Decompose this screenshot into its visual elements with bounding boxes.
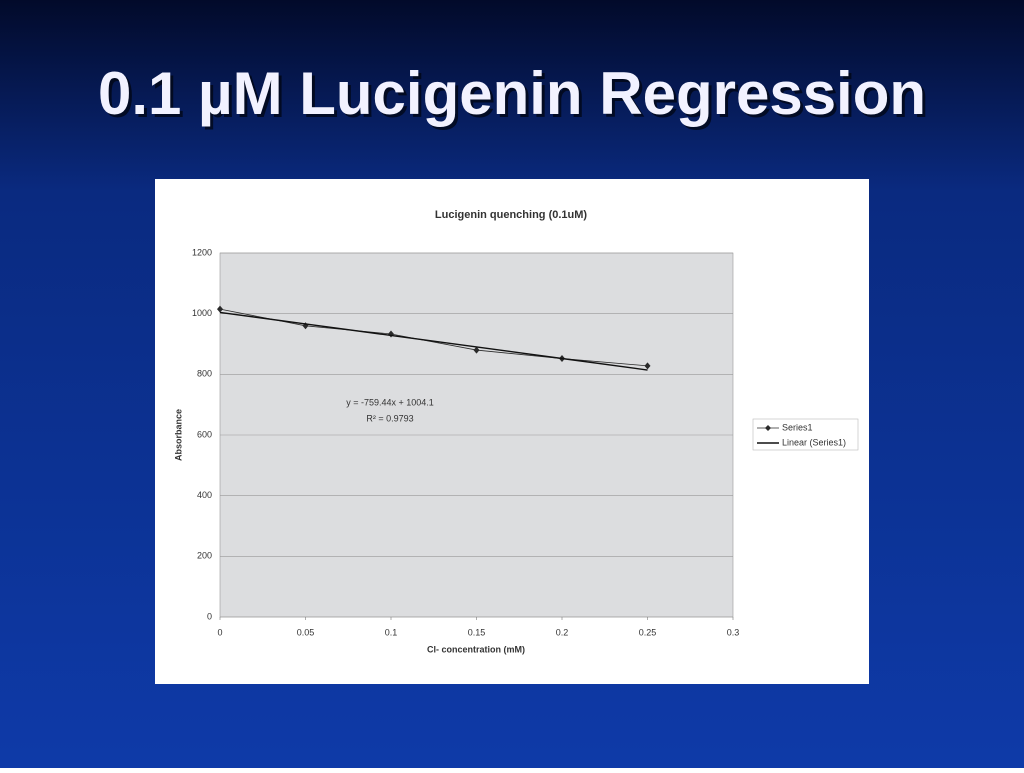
x-tick-label: 0.3 <box>727 627 740 637</box>
y-tick-label: 800 <box>197 369 212 379</box>
x-tick-label: 0.15 <box>468 627 486 637</box>
title-shadow: 0.1 µM Lucigenin Regression <box>101 63 929 130</box>
x-tick-label: 0.2 <box>556 627 569 637</box>
y-tick-label: 200 <box>197 551 212 561</box>
slide-title: 0.1 µM Lucigenin Regression <box>98 60 926 127</box>
legend-marker <box>765 425 771 431</box>
legend-label: Linear (Series1) <box>782 437 846 447</box>
y-tick-label: 400 <box>197 490 212 500</box>
x-tick-label: 0.1 <box>385 627 398 637</box>
data-point <box>644 362 651 370</box>
y-tick-label: 1200 <box>192 247 212 257</box>
x-tick-label: 0.05 <box>297 627 315 637</box>
data-point <box>473 346 480 354</box>
legend <box>752 418 859 451</box>
y-axis-label: Absorbance <box>173 409 183 461</box>
x-axis-label: Cl- concentration (mM) <box>427 644 525 654</box>
r-squared: R² = 0.9793 <box>366 413 413 423</box>
data-point <box>217 305 223 313</box>
chart-title: Lucigenin quenching (0.1uM) <box>435 209 588 221</box>
x-tick-label: 0 <box>217 627 222 637</box>
y-tick-label: 600 <box>197 429 212 439</box>
y-tick-label: 1000 <box>192 308 212 318</box>
x-tick-label: 0.25 <box>639 627 657 637</box>
y-tick-label: 0 <box>207 611 212 621</box>
legend-label: Series1 <box>782 422 813 432</box>
equation: y = -759.44x + 1004.1 <box>346 397 434 407</box>
series-line <box>219 311 648 371</box>
